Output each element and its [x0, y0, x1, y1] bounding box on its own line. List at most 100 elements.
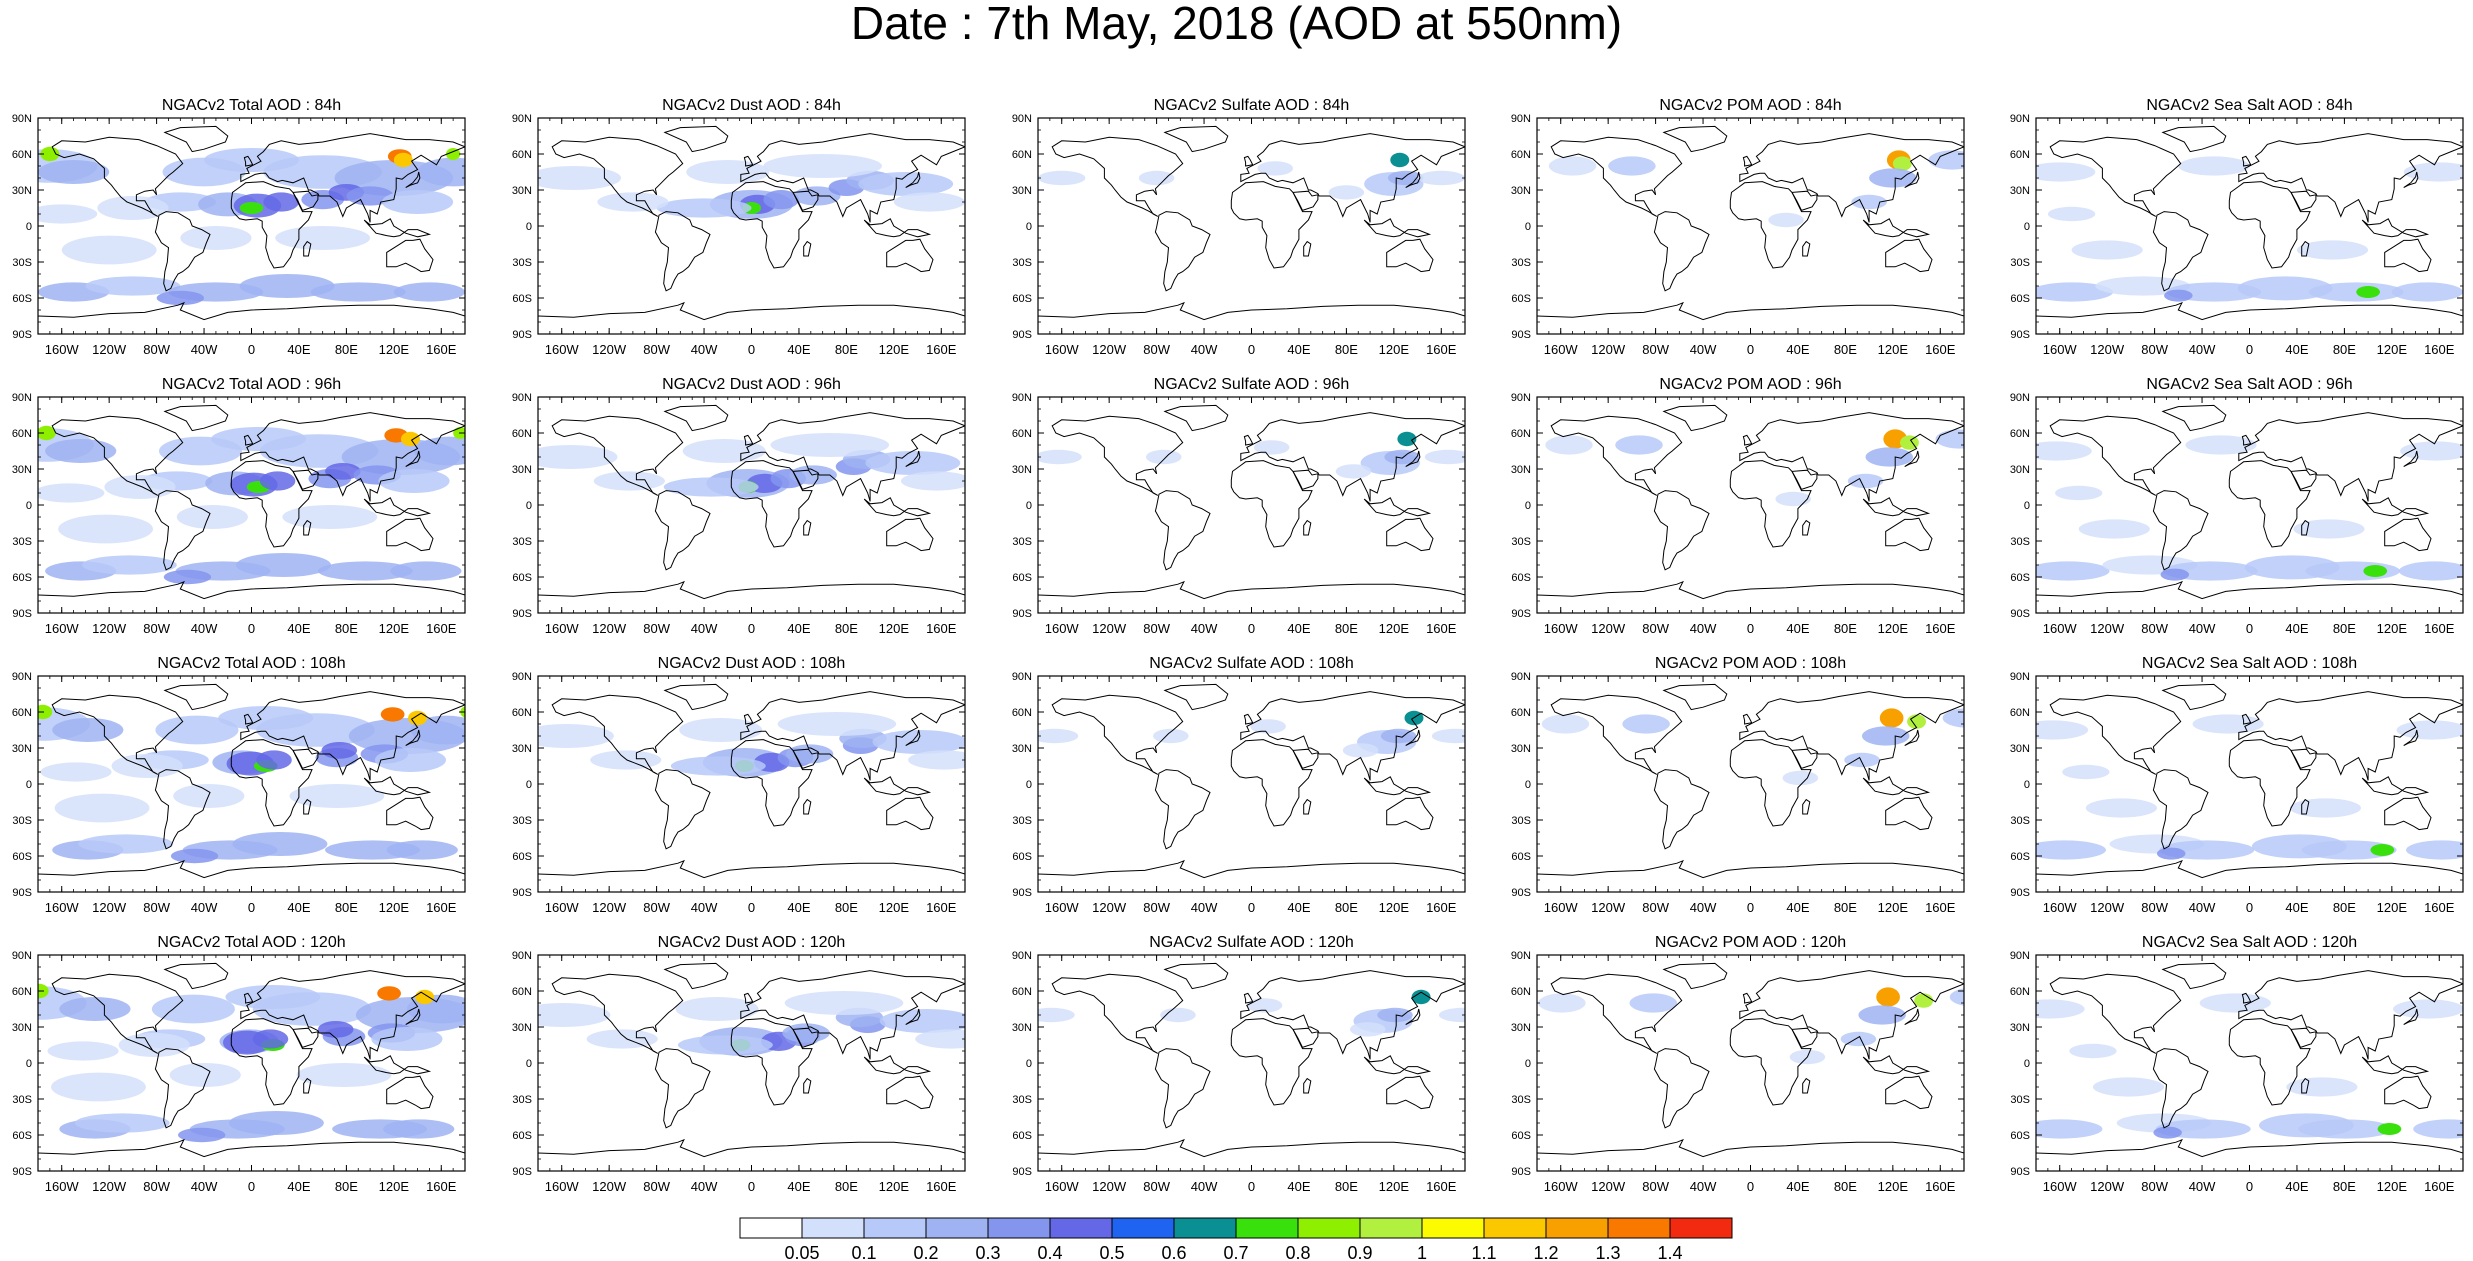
- colorbar-label: 0.1: [851, 1243, 876, 1261]
- lat-tick-label: 30S: [1511, 1094, 1531, 1106]
- lat-tick-label: 0: [526, 500, 532, 512]
- lon-tick-label: 80E: [335, 621, 358, 636]
- colorbar-label: 0.05: [784, 1243, 819, 1261]
- lat-tick-label: 30S: [512, 815, 532, 827]
- aod-contour: [58, 514, 154, 544]
- coastline-indonesia: [363, 1055, 432, 1075]
- coastline-samerica: [1653, 211, 1710, 292]
- lon-tick-label: 160E: [1426, 621, 1457, 636]
- coastline-uk: [243, 434, 254, 446]
- lon-tick-label: 0: [2246, 1179, 2253, 1194]
- coastline-arabia: [1791, 469, 1818, 491]
- map-panel-sulfate-1: NGACv2 Sulfate AOD : 96h 90N 60N 30N 0 30S 60S…: [1012, 376, 1466, 636]
- coastline-uk: [1243, 434, 1254, 446]
- lat-tick-label: 0: [526, 1058, 532, 1070]
- coastline-namerica: [551, 136, 684, 217]
- lon-tick-label: 160E: [1426, 1179, 1457, 1194]
- aod-contour: [590, 750, 662, 770]
- aod-contour: [2199, 993, 2271, 1013]
- coastline-japan: [405, 171, 421, 189]
- aod-contour: [59, 997, 131, 1021]
- lat-tick-label: 30N: [512, 185, 532, 197]
- coastline-eurasia: [240, 133, 465, 223]
- aod-contour: [1390, 152, 1410, 168]
- aod-contour: [2185, 435, 2257, 455]
- aod-contour: [38, 160, 110, 184]
- coastline-africa: [230, 739, 313, 827]
- aod-contour: [393, 152, 413, 168]
- coastline-namerica: [1051, 415, 1184, 496]
- coastline-greenland: [1163, 404, 1229, 432]
- lat-tick-label: 30N: [12, 1022, 32, 1034]
- coastline-greenland: [163, 125, 229, 153]
- coastline-uk: [1742, 155, 1753, 167]
- coastline-australia: [886, 1075, 934, 1110]
- lon-tick-label: 120W: [2090, 1179, 2125, 1194]
- lon-tick-label: 40E: [1287, 1179, 1310, 1194]
- lon-tick-label: 40E: [787, 342, 810, 357]
- map-panel-seasalt-2: NGACv2 Sea Salt AOD : 108h 90N 60N 30N 0 30S 6…: [2010, 655, 2464, 915]
- lat-tick-label: 0: [1026, 779, 1032, 791]
- aod-contour: [325, 463, 361, 480]
- coastline-africa: [230, 1018, 313, 1106]
- coastline-madagascar: [803, 798, 812, 815]
- aod-contour: [2069, 1043, 2117, 1059]
- lat-tick-label: 60S: [1511, 1130, 1531, 1142]
- lon-tick-label: 120E: [879, 1179, 910, 1194]
- coastline-greenland: [2161, 962, 2227, 990]
- lon-tick-label: 0: [1747, 900, 1754, 915]
- lon-tick-label: 160E: [1426, 900, 1457, 915]
- aod-field: [38, 955, 465, 1171]
- lon-tick-label: 160W: [2043, 900, 2078, 915]
- lon-tick-label: 80W: [643, 900, 670, 915]
- coastline-greenland: [1163, 683, 1229, 711]
- colorbar-swatch: [1297, 1217, 1361, 1239]
- lat-tick-label: 90N: [1012, 392, 1032, 404]
- aod-contour: [1038, 1007, 1075, 1023]
- aod-contour: [1861, 726, 1910, 746]
- map-panel-dust-3: NGACv2 Dust AOD : 120h 90N 60N 30N 0 30S 60S 90…: [512, 934, 966, 1194]
- coastline-arabia: [792, 190, 819, 212]
- lat-tick-label: 60S: [512, 851, 532, 863]
- aod-contour: [1250, 719, 1286, 734]
- coastline-uk: [243, 713, 254, 725]
- lon-tick-label: 40W: [191, 621, 218, 636]
- lon-tick-label: 0: [1747, 1179, 1754, 1194]
- lon-tick-label: 0: [2246, 621, 2253, 636]
- lon-tick-label: 80W: [143, 342, 170, 357]
- aod-contour: [2036, 840, 2106, 860]
- coastline-samerica: [654, 211, 711, 292]
- aod-contour: [2178, 156, 2250, 176]
- coastline-antarctica: [1537, 301, 1964, 321]
- coastline-japan: [905, 171, 921, 189]
- aod-contour: [677, 1035, 773, 1055]
- lon-tick-label: 120E: [379, 1179, 410, 1194]
- aod-contour: [1424, 449, 1465, 465]
- lon-tick-label: 120W: [592, 342, 627, 357]
- coastline-uk: [1742, 992, 1753, 1004]
- lat-tick-label: 30N: [1511, 185, 1531, 197]
- aod-contour: [2289, 798, 2361, 818]
- lon-tick-label: 120W: [92, 621, 127, 636]
- aod-contour: [784, 991, 904, 1015]
- lon-tick-label: 40W: [1191, 621, 1218, 636]
- coastline-antarctica: [538, 301, 965, 321]
- lat-tick-label: 60N: [1511, 986, 1531, 998]
- colorbar-label: 0.5: [1099, 1243, 1124, 1261]
- panel-title: NGACv2 Sea Salt AOD : 84h: [2146, 97, 2352, 114]
- aod-contour: [40, 146, 60, 162]
- coastline-australia: [886, 796, 934, 831]
- lat-tick-label: 60S: [12, 851, 32, 863]
- lon-tick-label: 160W: [2043, 621, 2078, 636]
- coastline-indonesia: [1363, 218, 1432, 238]
- aod-contour: [74, 1113, 170, 1133]
- map-panel-seasalt-1: NGACv2 Sea Salt AOD : 96h 90N 60N 30N 0 30S 60…: [2010, 376, 2464, 636]
- coastline-arabia: [292, 1027, 319, 1049]
- map-panel-dust-0: NGACv2 Dust AOD : 84h 90N 60N 30N 0 30S 60S 90S…: [512, 97, 966, 357]
- coastline-arabia: [1791, 190, 1818, 212]
- lat-tick-label: 90S: [1511, 1166, 1531, 1178]
- lat-tick-label: 0: [26, 779, 32, 791]
- aod-contour: [378, 469, 450, 493]
- lat-tick-label: 60N: [12, 149, 32, 161]
- lon-tick-label: 160E: [426, 342, 457, 357]
